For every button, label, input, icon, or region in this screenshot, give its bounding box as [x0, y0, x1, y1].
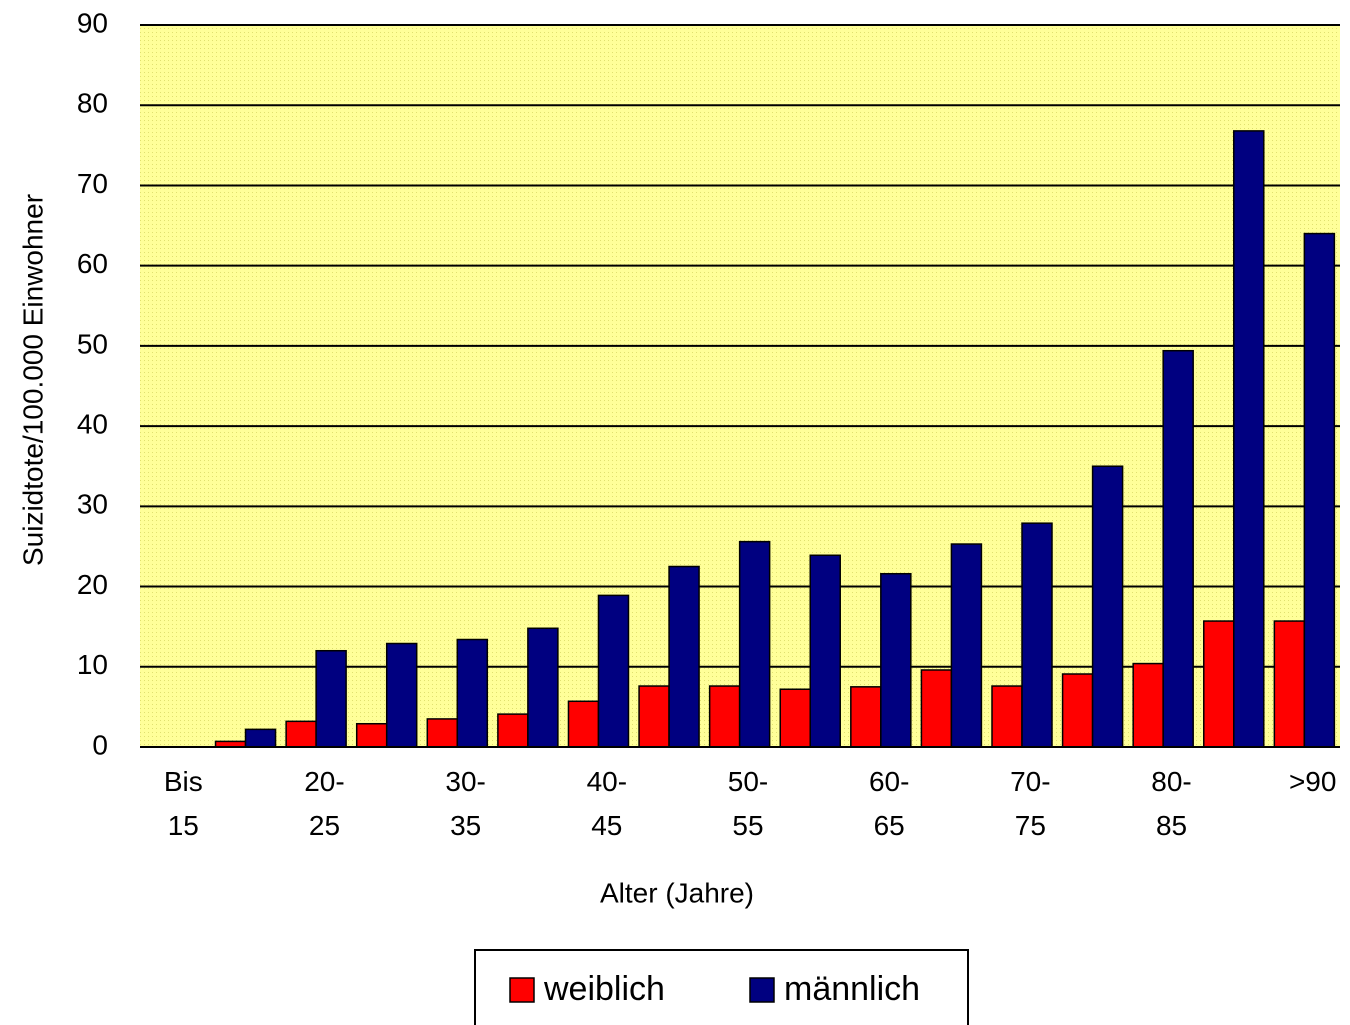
bar	[1162, 349, 1194, 748]
y-tick-label: 20	[77, 569, 108, 600]
bar	[1203, 620, 1235, 748]
x-tick-label: >90	[1288, 766, 1337, 797]
bar	[809, 554, 841, 748]
x-axis-label: Alter (Jahre)	[600, 877, 754, 908]
y-tick-label: 0	[92, 729, 108, 760]
bar	[456, 638, 489, 748]
bar	[315, 649, 347, 748]
bar	[285, 720, 317, 748]
x-tick-label: 80-85	[1151, 766, 1192, 841]
legend-label: männlich	[784, 970, 920, 1008]
bar	[1132, 662, 1164, 748]
y-tick-label: 40	[77, 409, 108, 440]
bar	[527, 627, 559, 748]
bar	[1061, 673, 1094, 748]
bar	[950, 543, 983, 748]
bar	[385, 642, 418, 748]
bar	[850, 686, 882, 748]
bar	[708, 685, 741, 748]
x-tick-label: 20-25	[304, 766, 345, 841]
x-tick-label: 30-35	[445, 766, 486, 841]
y-tick-label: 60	[77, 248, 108, 279]
bar	[1273, 620, 1306, 748]
bar	[1303, 232, 1336, 748]
bar	[738, 540, 771, 748]
x-tick-label: 70-75	[1010, 766, 1051, 841]
bar	[244, 728, 277, 748]
bar	[426, 718, 459, 748]
x-tick-label: 50-55	[727, 766, 769, 841]
y-tick-label: 70	[77, 168, 108, 199]
bar	[597, 594, 630, 748]
x-tick-label: 40-45	[586, 766, 628, 841]
bar	[920, 669, 953, 748]
x-tick-label: Bis 15	[163, 766, 203, 841]
legend-label: weiblich	[543, 970, 665, 1008]
legend-swatch	[509, 977, 535, 1003]
legend-swatch	[749, 977, 775, 1003]
bar	[497, 713, 529, 748]
bar	[1021, 522, 1053, 748]
bar	[567, 700, 600, 748]
bar	[779, 688, 811, 748]
y-tick-label: 10	[77, 649, 108, 680]
bar	[880, 572, 912, 748]
bar	[638, 685, 670, 748]
y-tick-label: 80	[77, 88, 108, 119]
y-axis-label: Suizidtote/100.000 Einwohner	[17, 194, 48, 566]
legend-box	[474, 949, 969, 1025]
x-tick-label: 60-65	[868, 766, 910, 841]
bar	[355, 722, 388, 748]
y-tick-label: 30	[77, 489, 108, 520]
y-tick-label: 90	[77, 7, 108, 38]
bar	[1091, 465, 1124, 748]
bar	[1233, 130, 1265, 748]
y-tick-label: 50	[77, 328, 108, 359]
bar	[668, 565, 700, 748]
bar	[991, 685, 1023, 748]
